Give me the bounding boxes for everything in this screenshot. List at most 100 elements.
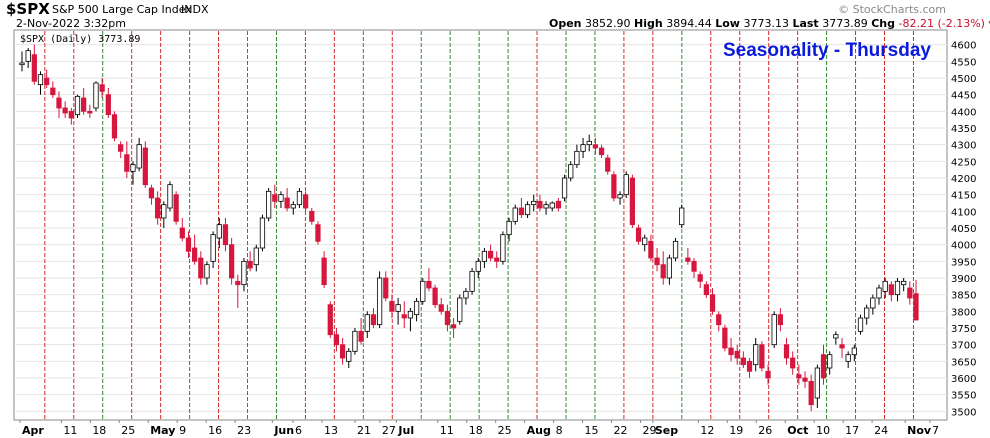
candle-body bbox=[204, 264, 210, 279]
candle-body bbox=[777, 314, 783, 326]
quote-date: 2-Nov-2022 3:32pm bbox=[16, 17, 126, 30]
x-tick-label: 18 bbox=[92, 424, 106, 437]
y-tick-label: 3950 bbox=[951, 257, 976, 268]
candle-body bbox=[660, 264, 666, 279]
x-tick-label: 19 bbox=[729, 424, 743, 437]
candle-body bbox=[679, 207, 685, 226]
candle-body bbox=[549, 202, 555, 209]
candle-body bbox=[235, 280, 241, 286]
candle-body bbox=[74, 95, 81, 116]
last-value: 3773.89 bbox=[822, 17, 868, 30]
x-tick-label: 22 bbox=[614, 424, 628, 437]
x-tick-label: Jul bbox=[397, 424, 414, 437]
candle-body bbox=[703, 284, 709, 296]
y-tick-label: 3600 bbox=[951, 374, 976, 385]
candle-body bbox=[740, 357, 746, 366]
candle-body bbox=[901, 280, 907, 286]
candle-body bbox=[266, 190, 272, 219]
y-tick-label: 4550 bbox=[951, 57, 976, 68]
x-tick-label: 15 bbox=[585, 424, 599, 437]
candle-body bbox=[617, 194, 623, 199]
candle-body bbox=[333, 334, 340, 346]
candle-body bbox=[19, 62, 25, 66]
candle-body bbox=[518, 207, 525, 216]
x-tick-label: Apr bbox=[22, 424, 44, 437]
candle-body bbox=[611, 174, 617, 199]
candle-body bbox=[839, 344, 845, 349]
candle-body bbox=[327, 304, 333, 336]
y-tick-label: 4350 bbox=[951, 124, 976, 135]
candle-body bbox=[728, 347, 734, 356]
candle-body bbox=[765, 370, 771, 379]
candle-body bbox=[278, 194, 284, 202]
chart-legend: $SPX (Daily) 3773.89 bbox=[20, 34, 140, 45]
y-tick-label: 4100 bbox=[951, 207, 976, 218]
candle-body bbox=[574, 150, 580, 166]
candle-body bbox=[790, 357, 796, 369]
x-tick-label: Jun bbox=[273, 424, 294, 437]
candle-body bbox=[148, 187, 155, 199]
candle-body bbox=[93, 82, 99, 109]
low-label: Low bbox=[715, 17, 740, 30]
candle-body bbox=[124, 154, 130, 172]
candle-body bbox=[759, 344, 765, 369]
x-tick-label: Sep bbox=[655, 424, 678, 437]
candle-body bbox=[358, 330, 364, 342]
candle-body bbox=[401, 314, 407, 319]
x-tick-label: 13 bbox=[324, 424, 338, 437]
candle-body bbox=[808, 380, 814, 406]
candle-body bbox=[709, 294, 716, 312]
candle-body bbox=[87, 110, 93, 114]
candle-body bbox=[876, 287, 882, 299]
candle-body bbox=[592, 144, 599, 149]
candle-body bbox=[111, 114, 118, 139]
y-tick-label: 4050 bbox=[951, 224, 976, 235]
candle-body bbox=[302, 194, 309, 209]
candle-body bbox=[672, 240, 679, 259]
candle-body bbox=[512, 207, 518, 222]
candle-body bbox=[247, 260, 253, 269]
candle-body bbox=[37, 74, 44, 86]
x-tick-label: 24 bbox=[874, 424, 888, 437]
candle-body bbox=[506, 220, 512, 236]
x-tick-label: 21 bbox=[357, 424, 371, 437]
x-tick-label: 9 bbox=[179, 424, 186, 437]
last-label: Last bbox=[792, 17, 819, 30]
candle-body bbox=[642, 237, 648, 246]
candle-body bbox=[364, 314, 370, 332]
candle-body bbox=[56, 97, 62, 109]
candle-body bbox=[185, 237, 192, 252]
candle-body bbox=[845, 354, 851, 362]
candle-body bbox=[272, 194, 278, 202]
chg-value: -82.21 (-2.13%) bbox=[898, 17, 985, 30]
x-tick-label: 29 bbox=[642, 424, 656, 437]
candle-body bbox=[62, 107, 68, 114]
candle-body bbox=[907, 287, 913, 299]
exchange: INDX bbox=[181, 3, 209, 16]
candle-body bbox=[722, 327, 728, 349]
y-tick-label: 3850 bbox=[951, 291, 976, 302]
x-tick-label: May bbox=[150, 424, 175, 437]
candle-body bbox=[241, 260, 247, 286]
x-tick-label: 12 bbox=[700, 424, 714, 437]
x-tick-label: 18 bbox=[469, 424, 483, 437]
y-tick-label: 4500 bbox=[951, 74, 976, 85]
candle-body bbox=[561, 177, 568, 199]
candle-body bbox=[753, 344, 759, 366]
x-tick-label: 25 bbox=[498, 424, 512, 437]
candle-body bbox=[635, 227, 642, 242]
candle-body bbox=[586, 140, 592, 146]
y-tick-label: 4400 bbox=[951, 107, 976, 118]
candle-body bbox=[118, 144, 124, 152]
y-tick-label: 3700 bbox=[951, 341, 976, 352]
candle-body bbox=[253, 247, 259, 266]
candle-body bbox=[524, 204, 531, 216]
candle-body bbox=[691, 260, 697, 272]
candle-body bbox=[555, 200, 562, 209]
open-label: Open bbox=[549, 17, 582, 30]
candle-body bbox=[734, 350, 740, 359]
x-tick-label: 26 bbox=[758, 424, 772, 437]
candle-body bbox=[457, 297, 463, 322]
candle-body bbox=[543, 204, 549, 209]
